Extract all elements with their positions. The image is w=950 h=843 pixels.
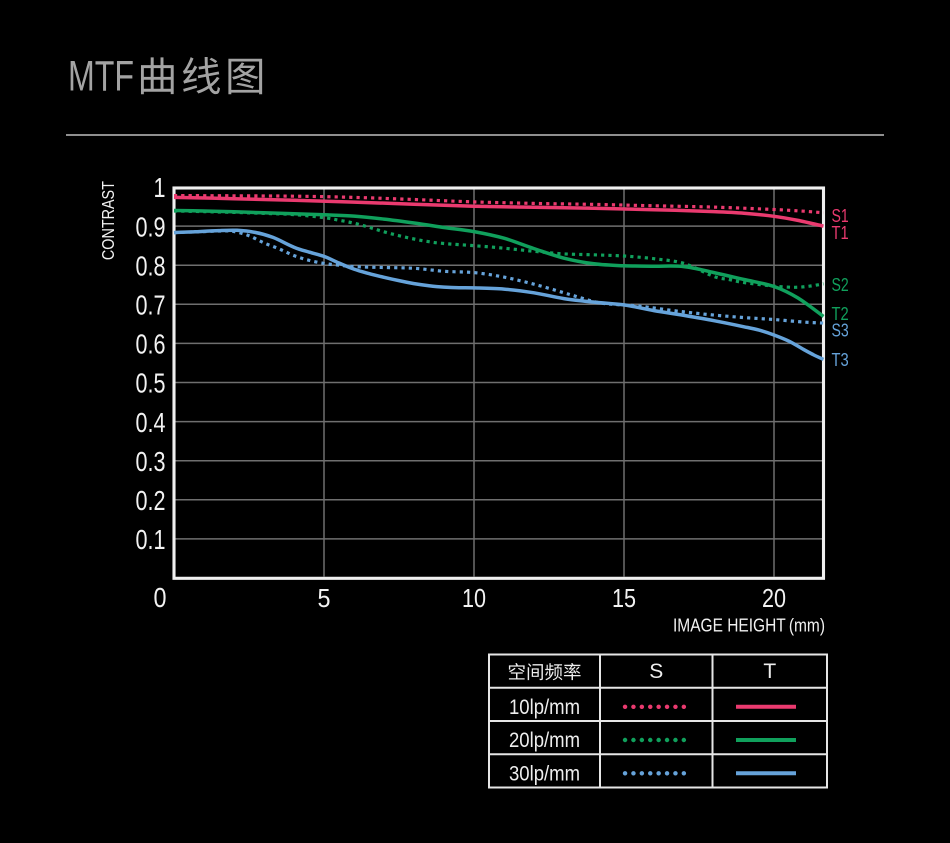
svg-text:10: 10 [462, 583, 486, 613]
svg-text:IMAGE HEIGHT (mm): IMAGE HEIGHT (mm) [673, 616, 825, 636]
svg-text:0.5: 0.5 [136, 368, 166, 399]
svg-text:S1: S1 [832, 205, 849, 226]
svg-text:S2: S2 [832, 274, 849, 295]
svg-text:MTF: MTF [68, 53, 134, 101]
svg-text:0: 0 [154, 582, 167, 613]
svg-text:0.3: 0.3 [136, 446, 166, 477]
svg-text:0.7: 0.7 [136, 290, 166, 321]
svg-text:5: 5 [318, 583, 331, 613]
svg-text:0.4: 0.4 [136, 407, 166, 438]
svg-text:0.6: 0.6 [136, 329, 166, 360]
svg-text:0.1: 0.1 [136, 524, 166, 555]
svg-text:T1: T1 [832, 222, 849, 243]
svg-text:15: 15 [612, 583, 636, 613]
svg-text:20lp/mm: 20lp/mm [509, 729, 580, 752]
svg-text:1: 1 [154, 172, 166, 203]
svg-text:20: 20 [762, 583, 786, 613]
svg-text:30lp/mm: 30lp/mm [509, 763, 580, 786]
svg-text:0.2: 0.2 [136, 485, 166, 516]
svg-text:S3: S3 [832, 320, 849, 341]
svg-text:10lp/mm: 10lp/mm [509, 696, 580, 719]
svg-text:0.9: 0.9 [136, 211, 166, 242]
svg-text:T: T [763, 660, 776, 683]
svg-text:T2: T2 [832, 303, 849, 324]
svg-text:0.8: 0.8 [136, 250, 166, 281]
svg-text:S: S [649, 660, 663, 683]
svg-text:T3: T3 [832, 349, 849, 370]
svg-text:CONTRAST: CONTRAST [98, 181, 118, 260]
